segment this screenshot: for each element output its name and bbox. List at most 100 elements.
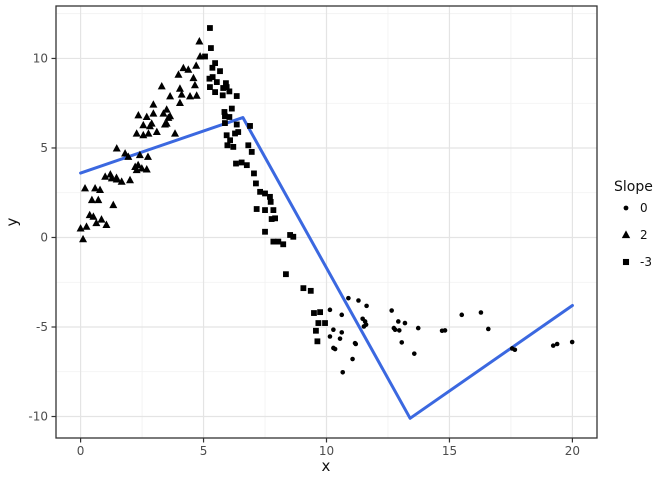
point-square bbox=[226, 88, 233, 95]
point-triangle bbox=[144, 129, 153, 137]
point-triangle bbox=[190, 80, 199, 89]
point-triangle bbox=[189, 73, 198, 82]
point-square bbox=[311, 310, 317, 316]
legend-item: 2 bbox=[621, 228, 648, 242]
point-triangle bbox=[89, 212, 98, 220]
point-square bbox=[314, 338, 321, 345]
point-square bbox=[245, 142, 252, 149]
point-circle bbox=[415, 325, 421, 331]
point-square bbox=[233, 93, 240, 99]
point-triangle bbox=[132, 129, 141, 137]
point-square bbox=[223, 84, 230, 91]
point-square bbox=[233, 121, 240, 128]
point-square bbox=[209, 64, 216, 71]
point-triangle bbox=[109, 200, 118, 209]
fit-line bbox=[79, 116, 574, 420]
point-square bbox=[224, 142, 231, 149]
point-triangle bbox=[91, 184, 100, 192]
x-tick-label: 5 bbox=[200, 444, 208, 458]
point-circle bbox=[363, 322, 369, 327]
point-square bbox=[238, 159, 245, 166]
y-tick-label: -5 bbox=[36, 320, 48, 334]
point-square bbox=[206, 75, 213, 82]
point-circle bbox=[554, 341, 560, 347]
circle-legend-icon bbox=[623, 205, 629, 211]
point-triangle bbox=[124, 152, 133, 160]
point-square bbox=[317, 309, 324, 316]
point-triangle bbox=[102, 220, 111, 228]
point-triangle bbox=[195, 37, 204, 45]
point-triangle bbox=[177, 90, 186, 98]
legend-item-label: 0 bbox=[640, 201, 648, 215]
point-triangle bbox=[134, 160, 143, 169]
series-square bbox=[202, 25, 328, 345]
legend-title: Slope bbox=[614, 179, 653, 195]
point-square bbox=[212, 89, 219, 96]
point-square bbox=[202, 53, 208, 60]
point-circle bbox=[396, 328, 402, 333]
point-circle bbox=[331, 327, 336, 332]
point-triangle bbox=[117, 177, 126, 185]
y-axis-title: y bbox=[3, 217, 21, 226]
plot-panel bbox=[55, 5, 598, 439]
point-triangle bbox=[139, 120, 148, 129]
x-tick-label: 20 bbox=[565, 444, 580, 458]
point-circle bbox=[459, 312, 465, 318]
triangle-legend-icon bbox=[621, 230, 631, 239]
point-circle bbox=[402, 320, 408, 326]
point-triangle bbox=[179, 63, 188, 72]
point-circle bbox=[486, 326, 491, 332]
point-square bbox=[212, 60, 219, 67]
point-square bbox=[262, 207, 268, 213]
point-triangle bbox=[152, 127, 161, 136]
point-triangle bbox=[142, 112, 151, 120]
point-triangle bbox=[87, 195, 96, 204]
point-triangle bbox=[79, 234, 88, 243]
point-circle bbox=[364, 303, 369, 309]
point-square bbox=[268, 216, 275, 222]
point-triangle bbox=[121, 149, 130, 157]
point-triangle bbox=[112, 173, 121, 181]
legend-item: -3 bbox=[622, 255, 652, 269]
point-square bbox=[209, 74, 216, 80]
point-square bbox=[315, 320, 322, 326]
point-square bbox=[267, 193, 273, 200]
legend-item-label: 2 bbox=[640, 228, 648, 242]
point-square bbox=[307, 287, 314, 294]
point-triangle bbox=[92, 218, 101, 227]
point-triangle bbox=[82, 222, 91, 230]
point-square bbox=[322, 320, 328, 326]
point-circle bbox=[550, 343, 556, 348]
y-tick-label: 10 bbox=[33, 51, 48, 65]
point-triangle bbox=[149, 100, 158, 108]
point-square bbox=[232, 130, 238, 137]
point-square bbox=[253, 180, 259, 187]
point-triangle bbox=[162, 105, 171, 113]
series-circle bbox=[327, 295, 575, 375]
point-square bbox=[227, 137, 234, 144]
point-square bbox=[270, 207, 277, 213]
point-square bbox=[287, 232, 294, 238]
point-square bbox=[280, 241, 287, 248]
point-square bbox=[223, 80, 229, 87]
point-circle bbox=[396, 319, 401, 324]
point-circle bbox=[389, 308, 394, 313]
x-tick-label: 0 bbox=[77, 444, 85, 458]
point-square bbox=[270, 238, 277, 245]
point-square bbox=[262, 228, 268, 235]
point-square bbox=[207, 25, 213, 31]
point-circle bbox=[346, 295, 351, 301]
point-square bbox=[217, 68, 223, 75]
point-triangle bbox=[164, 113, 173, 121]
point-square bbox=[226, 114, 233, 120]
point-circle bbox=[391, 325, 397, 331]
x-axis-title: x bbox=[322, 457, 331, 475]
point-circle bbox=[411, 351, 417, 356]
point-square bbox=[235, 129, 242, 135]
point-triangle bbox=[149, 109, 158, 117]
point-triangle bbox=[142, 165, 151, 173]
point-triangle bbox=[101, 172, 110, 180]
point-square bbox=[253, 206, 260, 212]
point-triangle bbox=[96, 185, 105, 194]
